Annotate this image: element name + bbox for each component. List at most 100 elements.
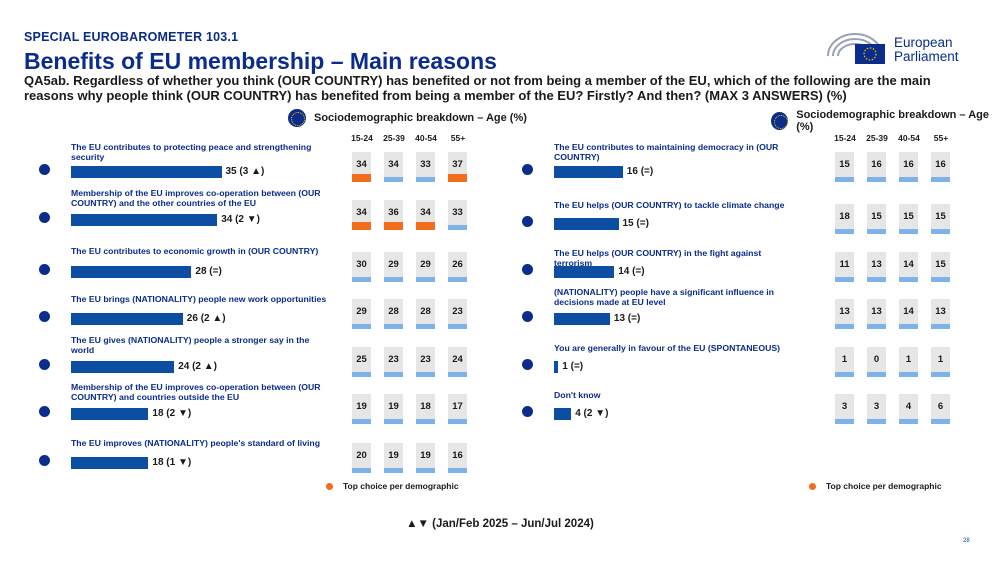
age-cell: 19: [384, 443, 403, 473]
age-cell: 37: [448, 152, 467, 182]
age-cell-bar: [835, 372, 854, 377]
age-cell-bar: [867, 277, 886, 282]
reason-label: The EU helps (OUR COUNTRY) to tackle cli…: [554, 200, 785, 210]
bullet-icon: [39, 455, 50, 466]
reason-label: The EU contributes to maintaining democr…: [554, 142, 779, 162]
reason-label: The EU helps (OUR COUNTRY) in the fight …: [554, 248, 762, 268]
reason-label: The EU contributes to protecting peace a…: [71, 142, 312, 162]
reason-value: 34 (2 ▼): [221, 214, 260, 225]
age-cell-bar: [835, 229, 854, 234]
age-cell-bar: [416, 468, 435, 473]
age-cell-bar: [384, 419, 403, 424]
age-cell: 14: [899, 299, 918, 329]
age-cell-value: 19: [388, 450, 399, 461]
bullet-icon: [522, 216, 533, 227]
logo-line-1: European: [894, 35, 953, 50]
age-cell-bar: [931, 372, 950, 377]
reason-label: The EU improves (NATIONALITY) people's s…: [71, 438, 321, 448]
age-cell: 33: [416, 152, 435, 182]
age-cell-bar: [931, 419, 950, 424]
age-cell-bar: [931, 277, 950, 282]
age-cell-bar: [867, 372, 886, 377]
age-cell-value: 33: [452, 207, 463, 218]
bullet-icon: [39, 406, 50, 417]
age-cell: 3: [867, 394, 886, 424]
age-column-header: 25-39: [383, 133, 405, 143]
age-cell-value: 14: [903, 306, 914, 317]
age-cell-value: 23: [420, 354, 431, 365]
reason-bar: [554, 408, 572, 420]
age-cell-value: 19: [388, 401, 399, 412]
globe-icon: [771, 112, 789, 130]
age-cell: 15: [931, 252, 950, 282]
reason-bar: [554, 313, 610, 325]
age-cell-value: 28: [388, 306, 399, 317]
reason-label: The EU brings (NATIONALITY) people new w…: [71, 294, 327, 304]
age-cell-value: 4: [905, 401, 912, 412]
age-cell-bar: [416, 277, 435, 282]
age-cell-value: 3: [841, 401, 848, 412]
reason-value: 16 (=): [626, 166, 654, 177]
reason-value: 18 (2 ▼): [152, 408, 192, 419]
age-cell-value: 36: [388, 207, 399, 218]
age-cell-bar: [416, 372, 435, 377]
age-cell: 29: [416, 252, 435, 282]
breakdown-label: Sociodemographic breakdown – Age (%): [314, 112, 527, 124]
parliament-emblem-icon: [827, 33, 885, 64]
reason-value: 13 (=): [613, 313, 641, 324]
age-cell-bar: [867, 419, 886, 424]
age-cell: 3: [835, 394, 854, 424]
age-cell: 13: [931, 299, 950, 329]
top-choice-dot-icon: [809, 482, 816, 490]
comparison-footnote: ▲▼ (Jan/Feb 2025 – Jun/Jul 2024): [406, 518, 594, 530]
age-cell-value: 15: [839, 159, 850, 170]
age-cell-value: 1: [937, 354, 944, 365]
reason-bar: [554, 266, 615, 278]
reason-bar: [554, 218, 619, 230]
page-number: 28: [963, 538, 970, 544]
top-choice-marker: [384, 222, 403, 230]
age-cell-value: 15: [903, 211, 914, 222]
age-cell-value: 3: [873, 401, 880, 412]
age-cell-bar: [384, 468, 403, 473]
age-cell-value: 0: [873, 354, 880, 365]
reason-value: 15 (=): [622, 218, 649, 229]
reason-value: 26 (2 ▲): [186, 313, 226, 324]
age-cell-value: 1: [841, 354, 848, 365]
age-cell-value: 15: [935, 259, 946, 270]
age-cell: 19: [384, 394, 403, 424]
age-cell: 26: [448, 252, 467, 282]
age-cell: 18: [835, 204, 854, 234]
age-cell-bar: [899, 229, 918, 234]
age-cell-value: 28: [420, 306, 431, 317]
age-column-header: 15-24: [834, 133, 856, 143]
age-cell-value: 24: [452, 354, 463, 365]
european-parliament-logo: European Parliament: [824, 30, 974, 70]
bullet-icon: [522, 311, 533, 322]
age-cell: 1: [899, 347, 918, 377]
age-cell: 0: [867, 347, 886, 377]
question-text: QA5ab. Regardless of whether you think (…: [24, 73, 931, 103]
reason-bar: [71, 266, 192, 278]
age-cell: 18: [416, 394, 435, 424]
age-cell-bar: [899, 419, 918, 424]
reason-value: 35 (3 ▲): [225, 166, 265, 177]
reason-bar: [554, 361, 559, 373]
age-cell-value: 13: [839, 306, 850, 317]
reason-label: (NATIONALITY) people have a significant …: [554, 287, 774, 307]
age-cell-bar: [835, 324, 854, 329]
age-cell: 13: [835, 299, 854, 329]
bullet-icon: [522, 264, 533, 275]
reason-value: 28 (=): [195, 266, 222, 277]
age-cell: 6: [931, 394, 950, 424]
age-cell: 33: [448, 200, 467, 230]
age-cell-bar: [448, 372, 467, 377]
age-cell: 34: [352, 152, 371, 182]
age-cell-bar: [352, 419, 371, 424]
age-cell-value: 18: [420, 401, 431, 412]
age-cell-bar: [416, 324, 435, 329]
age-cell-value: 14: [903, 259, 914, 270]
age-cell-value: 29: [420, 259, 431, 270]
age-cell: 34: [416, 200, 435, 230]
age-cell-value: 16: [903, 159, 914, 170]
